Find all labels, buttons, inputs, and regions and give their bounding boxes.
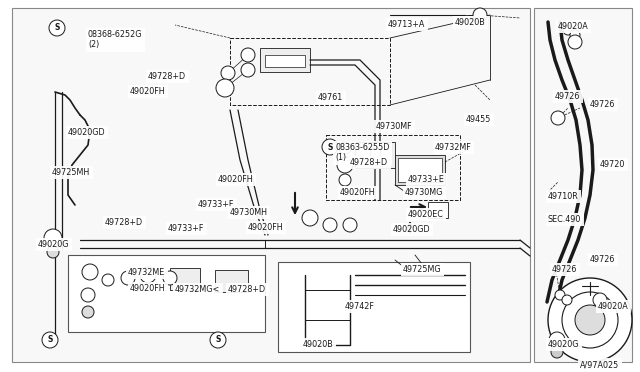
Circle shape xyxy=(241,48,255,62)
Bar xyxy=(68,255,265,332)
Bar xyxy=(12,8,530,362)
Circle shape xyxy=(44,229,62,247)
Text: 49730MH: 49730MH xyxy=(230,208,268,217)
Text: 49725MG: 49725MG xyxy=(403,265,442,274)
Text: 49020GD: 49020GD xyxy=(68,128,106,137)
Text: 49733+E: 49733+E xyxy=(408,175,445,184)
Text: 49020EC: 49020EC xyxy=(408,210,444,219)
Bar xyxy=(278,262,470,352)
Circle shape xyxy=(163,271,177,285)
Bar xyxy=(398,158,442,182)
Circle shape xyxy=(49,20,65,36)
Text: SEC.490: SEC.490 xyxy=(548,215,581,224)
Text: 49732ME: 49732ME xyxy=(128,268,165,277)
Text: 49728+D: 49728+D xyxy=(350,158,388,167)
Circle shape xyxy=(563,25,573,35)
Text: 49728+D: 49728+D xyxy=(148,72,186,81)
Circle shape xyxy=(102,274,114,286)
Text: 49710R: 49710R xyxy=(548,192,579,201)
Text: 49020FH: 49020FH xyxy=(218,175,253,184)
Text: 49020G: 49020G xyxy=(38,240,70,249)
Circle shape xyxy=(562,292,618,348)
Text: 49726: 49726 xyxy=(590,255,616,264)
Text: 49020G: 49020G xyxy=(548,340,579,349)
Circle shape xyxy=(473,8,487,22)
Bar xyxy=(395,155,445,185)
Circle shape xyxy=(339,174,351,186)
Circle shape xyxy=(323,218,337,232)
Circle shape xyxy=(575,305,605,335)
Bar xyxy=(355,142,395,168)
Circle shape xyxy=(302,210,318,226)
Bar xyxy=(170,268,200,290)
Text: S: S xyxy=(54,23,60,32)
Circle shape xyxy=(121,271,135,285)
Circle shape xyxy=(210,332,226,348)
Circle shape xyxy=(82,264,98,280)
Circle shape xyxy=(140,267,156,283)
Text: 49020A: 49020A xyxy=(558,22,589,31)
Circle shape xyxy=(570,30,580,40)
Circle shape xyxy=(593,293,607,307)
Circle shape xyxy=(548,278,632,362)
Text: 08368-6252G
(2): 08368-6252G (2) xyxy=(88,30,143,49)
Circle shape xyxy=(241,63,255,77)
Text: A/97A025: A/97A025 xyxy=(580,360,620,369)
Circle shape xyxy=(551,111,565,125)
Circle shape xyxy=(555,290,565,300)
Circle shape xyxy=(549,332,565,348)
Bar xyxy=(370,148,380,162)
Text: 49020FH: 49020FH xyxy=(130,87,166,96)
Text: 49733+F: 49733+F xyxy=(198,200,234,209)
Circle shape xyxy=(568,35,582,49)
Circle shape xyxy=(337,157,353,173)
Text: 49732MF: 49732MF xyxy=(435,143,472,152)
Text: 49020FH: 49020FH xyxy=(130,284,166,293)
Circle shape xyxy=(221,66,235,80)
Bar xyxy=(534,8,632,362)
Circle shape xyxy=(81,288,95,302)
Text: 49730MF: 49730MF xyxy=(376,122,413,131)
Text: S: S xyxy=(327,142,333,151)
Text: 49742F: 49742F xyxy=(345,302,375,311)
Circle shape xyxy=(216,79,234,97)
Bar xyxy=(260,48,310,72)
Circle shape xyxy=(551,346,563,358)
Circle shape xyxy=(474,9,486,21)
Text: 49720: 49720 xyxy=(600,160,625,169)
Text: 49761: 49761 xyxy=(318,93,343,102)
Circle shape xyxy=(322,139,338,155)
Text: 49020FH: 49020FH xyxy=(340,188,376,197)
Text: 49713+A: 49713+A xyxy=(388,20,426,29)
Circle shape xyxy=(42,332,58,348)
Text: 49728+D: 49728+D xyxy=(105,218,143,227)
Text: 49726: 49726 xyxy=(552,265,577,274)
Bar xyxy=(265,55,305,67)
Text: 49733+F: 49733+F xyxy=(168,224,204,233)
Text: 49020FH: 49020FH xyxy=(248,223,284,232)
Text: 49726: 49726 xyxy=(590,100,616,109)
Bar xyxy=(215,270,248,292)
Text: 49732MG<: 49732MG< xyxy=(175,285,220,294)
Circle shape xyxy=(47,246,59,258)
Text: 49020A: 49020A xyxy=(598,302,628,311)
Text: 49726: 49726 xyxy=(555,92,580,101)
Circle shape xyxy=(343,218,357,232)
Text: 49725MH: 49725MH xyxy=(52,168,90,177)
Text: 08363-6255D
(1): 08363-6255D (1) xyxy=(335,143,389,163)
Text: S: S xyxy=(215,336,221,344)
Text: 49730MG: 49730MG xyxy=(405,188,444,197)
Text: 49020B: 49020B xyxy=(303,340,333,349)
Text: 49728+D: 49728+D xyxy=(228,285,266,294)
Text: 49455: 49455 xyxy=(466,115,492,124)
Bar xyxy=(428,202,448,218)
Circle shape xyxy=(562,295,572,305)
Text: S: S xyxy=(47,336,52,344)
Text: 49020B: 49020B xyxy=(455,18,486,27)
Text: 49020GD: 49020GD xyxy=(393,225,431,234)
Circle shape xyxy=(339,142,351,154)
Circle shape xyxy=(82,306,94,318)
